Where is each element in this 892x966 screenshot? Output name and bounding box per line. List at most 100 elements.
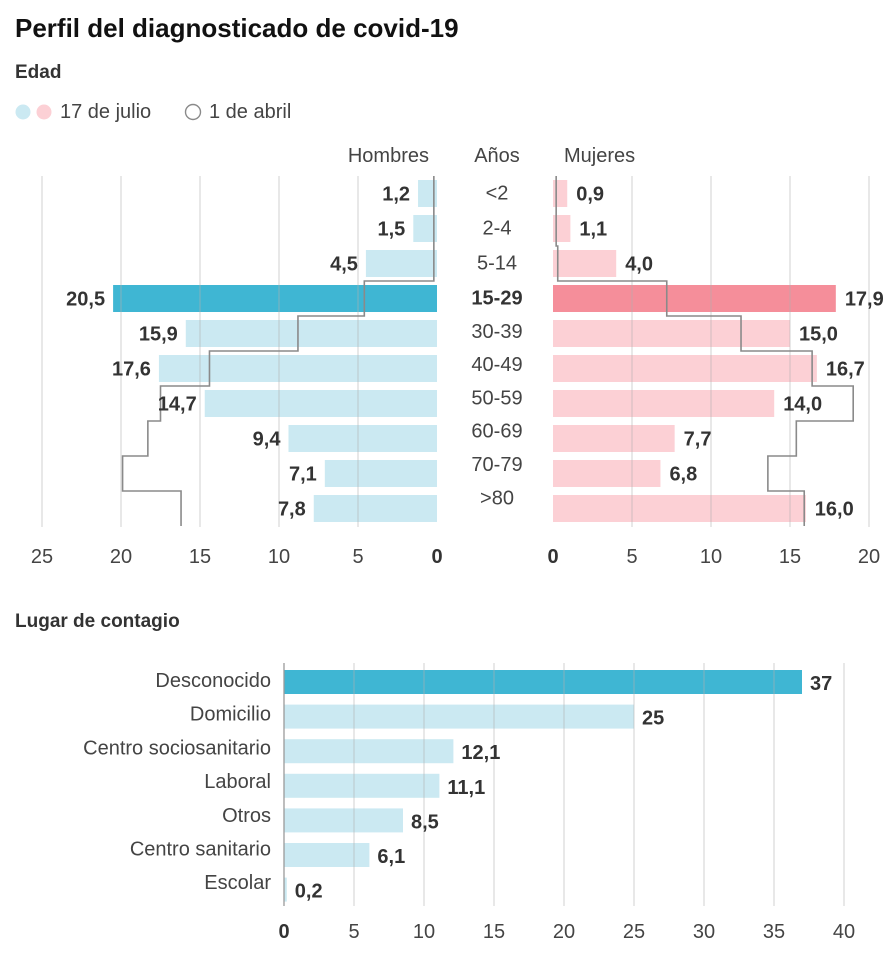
- outline-previous-hombres: [121, 176, 435, 526]
- contagion-gridlines: [283, 663, 845, 906]
- bar-hombres-60-69: [288, 425, 437, 452]
- tick-label-hombres: 0: [431, 546, 442, 568]
- tick-label: 20: [553, 921, 575, 943]
- contagion-place-chart: 0 5 10 15 20 25 30 35 40 Desconocido 37 Domicilio 25…: [83, 663, 855, 943]
- value-label-otros: 8,5: [411, 811, 439, 833]
- age-pyramid-chart: 25 20 15 10 5 0 0 5 10 15 20 1,2 0,9 <2 1,5 1,1 2-4 4,5 4,…: [31, 176, 884, 568]
- value-label-hombres-gt80: 7,8: [278, 499, 306, 521]
- value-label-hombres-lt2: 1,2: [382, 184, 410, 206]
- category-label-desconocido: Desconocido: [155, 670, 271, 692]
- age-section-title: Edad: [15, 62, 61, 83]
- value-label-laboral: 11,1: [447, 777, 485, 799]
- tick-label-mujeres: 0: [547, 546, 558, 568]
- value-label-hombres-60-69: 9,4: [253, 429, 282, 451]
- tick-label: 5: [348, 921, 359, 943]
- bar-escolar: [284, 877, 287, 902]
- value-label-mujeres-gt80: 16,0: [815, 499, 854, 521]
- category-label-otros: Otros: [222, 805, 271, 827]
- bar-mujeres-40-49: [553, 355, 817, 382]
- age-label-60-69: 60-69: [471, 421, 522, 443]
- value-label-mujeres-5-14: 4,0: [625, 254, 653, 276]
- category-label-centro-sanitario: Centro sanitario: [130, 839, 271, 861]
- value-label-domicilio: 25: [642, 708, 664, 730]
- bar-mujeres-lt2: [553, 180, 568, 207]
- tick-label: 25: [623, 921, 645, 943]
- tick-label-hombres: 15: [189, 546, 211, 568]
- bar-centro-sanitario: [284, 843, 370, 867]
- bar-laboral: [284, 773, 440, 798]
- category-label-escolar: Escolar: [204, 872, 271, 894]
- bar-hombres-30-39: [185, 320, 437, 347]
- bar-hombres-5-14: [365, 250, 437, 277]
- value-label-mujeres-70-79: 6,8: [669, 464, 697, 486]
- tick-label-mujeres: 15: [779, 546, 801, 568]
- category-label-domicilio: Domicilio: [190, 704, 271, 726]
- age-label-40-49: 40-49: [471, 354, 522, 376]
- value-label-hombres-30-39: 15,9: [139, 324, 178, 346]
- contagion-section-title: Lugar de contagio: [15, 611, 180, 632]
- header-mujeres: Mujeres: [564, 145, 635, 167]
- value-label-hombres-40-49: 17,6: [112, 359, 151, 381]
- pyramid-tick-labels: 25 20 15 10 5 0 0 5 10 15 20: [31, 546, 880, 568]
- value-label-hombres-50-59: 14,7: [158, 394, 197, 416]
- bar-centro-sociosanitario: [284, 739, 454, 764]
- value-label-hombres-15-29: 20,5: [66, 289, 105, 311]
- bar-hombres-40-49: [158, 355, 438, 382]
- tick-label-mujeres: 10: [700, 546, 722, 568]
- value-label-mujeres-2-4: 1,1: [579, 219, 607, 241]
- bar-hombres-gt80: [313, 495, 437, 522]
- value-label-mujeres-15-29: 17,9: [845, 289, 884, 311]
- bar-mujeres-30-39: [553, 320, 790, 347]
- age-label-gt80: >80: [480, 487, 514, 509]
- value-label-mujeres-30-39: 15,0: [799, 324, 838, 346]
- bar-mujeres-50-59: [553, 390, 775, 417]
- age-label-50-59: 50-59: [471, 387, 522, 409]
- category-label-laboral: Laboral: [204, 771, 271, 793]
- value-label-desconocido: 37: [810, 673, 832, 695]
- value-label-hombres-70-79: 7,1: [289, 464, 317, 486]
- contagion-bars: [284, 670, 802, 902]
- bar-mujeres-60-69: [553, 425, 675, 452]
- header-anos: Años: [474, 145, 520, 167]
- bar-hombres-70-79: [324, 460, 437, 487]
- header-hombres: Hombres: [348, 145, 429, 167]
- value-label-hombres-5-14: 4,5: [330, 254, 358, 276]
- tick-label: 0: [278, 921, 289, 943]
- value-label-hombres-2-4: 1,5: [377, 219, 405, 241]
- bar-mujeres-70-79: [553, 460, 661, 487]
- legend-label-current: 17 de julio: [60, 101, 151, 123]
- value-label-mujeres-lt2: 0,9: [576, 184, 604, 206]
- tick-label-hombres: 5: [352, 546, 363, 568]
- legend: 17 de julio 1 de abril: [15, 101, 291, 123]
- tick-label: 15: [483, 921, 505, 943]
- bar-otros: [284, 808, 403, 833]
- legend-swatch-current-mujeres: [36, 104, 52, 120]
- value-label-escolar: 0,2: [295, 881, 323, 903]
- category-label-centro-sociosanitario: Centro sociosanitario: [83, 737, 271, 759]
- pyramid-labels: 1,2 0,9 <2 1,5 1,1 2-4 4,5 4,0 5-14 20,5 17,9 15-29…: [66, 183, 884, 521]
- value-label-centro-sanitario: 6,1: [377, 846, 405, 868]
- bar-hombres-2-4: [413, 215, 437, 242]
- tick-label: 40: [833, 921, 855, 943]
- tick-label: 35: [763, 921, 785, 943]
- contagion-tick-labels: 0 5 10 15 20 25 30 35 40: [278, 921, 855, 943]
- page-title: Perfil del diagnosticado de covid-19: [15, 13, 459, 43]
- age-label-30-39: 30-39: [471, 321, 522, 343]
- tick-label: 30: [693, 921, 715, 943]
- pyramid-bars: [113, 180, 836, 522]
- tick-label-hombres: 20: [110, 546, 132, 568]
- legend-label-previous: 1 de abril: [209, 101, 291, 123]
- bar-hombres-50-59: [204, 390, 437, 417]
- legend-swatch-previous: [184, 103, 202, 121]
- value-label-mujeres-40-49: 16,7: [826, 359, 865, 381]
- bar-mujeres-2-4: [553, 215, 571, 242]
- bar-mujeres-5-14: [553, 250, 617, 277]
- tick-label: 10: [413, 921, 435, 943]
- value-label-mujeres-60-69: 7,7: [684, 429, 712, 451]
- age-label-2-4: 2-4: [483, 218, 512, 240]
- legend-swatch-current-hombres: [15, 104, 31, 120]
- value-label-centro-sociosanitario: 12,1: [461, 742, 500, 764]
- tick-label-mujeres: 20: [858, 546, 880, 568]
- age-label-70-79: 70-79: [471, 454, 522, 476]
- bar-desconocido: [284, 670, 802, 694]
